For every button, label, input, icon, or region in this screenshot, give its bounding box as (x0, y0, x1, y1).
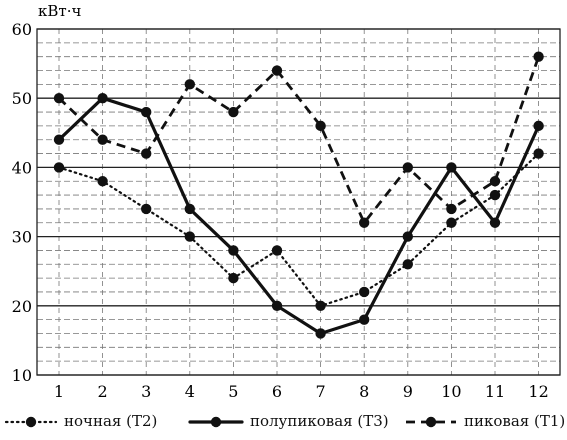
x-tick-label: 8 (359, 382, 369, 401)
data-point (315, 328, 326, 339)
legend: ночная (Т2) полупиковая (Т3) пиковая (Т1… (0, 404, 567, 440)
data-point (97, 134, 108, 145)
x-tick-label: 1 (54, 382, 64, 401)
x-tick-label: 7 (316, 382, 326, 401)
data-point (53, 93, 65, 104)
y-tick-label: 50 (12, 89, 32, 108)
data-point (533, 148, 544, 159)
data-point (315, 300, 326, 311)
legend-swatch-marker (210, 416, 222, 428)
legend-swatch-marker (425, 416, 437, 428)
data-point (271, 300, 283, 311)
data-point (141, 106, 152, 118)
series-dashed (53, 51, 544, 228)
legend-swatches (4, 416, 456, 428)
data-point (271, 245, 283, 256)
y-axis-label: кВт·ч (38, 2, 81, 20)
x-tick-label: 5 (228, 382, 238, 401)
data-point (359, 217, 370, 228)
data-point (141, 203, 152, 215)
data-point (446, 162, 457, 173)
data-point (141, 148, 152, 159)
data-point (489, 189, 501, 201)
data-point (533, 120, 544, 132)
x-tick-label: 4 (185, 382, 195, 401)
data-point (402, 162, 413, 173)
series-line (58, 56, 540, 225)
data-point (228, 272, 239, 284)
data-point (228, 106, 239, 118)
y-tick-label: 40 (12, 158, 32, 177)
chart-series (53, 51, 544, 339)
data-point (228, 245, 239, 256)
data-point (533, 51, 544, 62)
legend-swatch-marker (25, 416, 37, 428)
data-point (402, 231, 413, 242)
data-point (359, 286, 370, 298)
data-point (53, 162, 65, 173)
data-point (359, 314, 370, 325)
x-tick-label: 3 (141, 382, 151, 401)
data-point (97, 176, 108, 187)
data-point (315, 120, 326, 132)
legend-label-night: ночная (Т2) (64, 412, 158, 430)
data-point (271, 65, 283, 76)
data-point (184, 231, 195, 242)
data-point (53, 134, 65, 145)
x-tick-label: 12 (528, 382, 548, 401)
data-point (184, 79, 195, 90)
y-tick-label: 10 (12, 366, 32, 385)
plot-frame (36, 28, 561, 376)
x-tick-labels: 1 2 3 4 5 6 7 8 9 10 11 12 (54, 382, 549, 401)
data-point (402, 259, 413, 270)
series-line (57, 152, 540, 307)
x-tick-label: 10 (441, 382, 461, 401)
series-solid (53, 93, 544, 339)
data-point (97, 93, 108, 104)
series-dotted (53, 148, 544, 311)
y-tick-label: 60 (12, 20, 32, 39)
data-point (489, 217, 501, 228)
y-tick-label: 20 (12, 297, 32, 316)
x-tick-label: 6 (272, 382, 282, 401)
x-tick-label: 2 (98, 382, 108, 401)
data-point (446, 203, 457, 215)
series-line (57, 96, 541, 336)
data-point (489, 176, 501, 187)
data-point (446, 217, 457, 228)
x-tick-label: 11 (485, 382, 505, 401)
legend-label-semipeak: полупиковая (Т3) (250, 412, 389, 430)
chart-grid (36, 28, 561, 376)
data-point (184, 203, 195, 215)
y-tick-label: 30 (12, 228, 32, 247)
x-tick-label: 9 (403, 382, 413, 401)
legend-label-peak: пиковая (Т1) (464, 412, 566, 430)
y-tick-labels: 10 20 30 40 50 60 (12, 20, 32, 385)
